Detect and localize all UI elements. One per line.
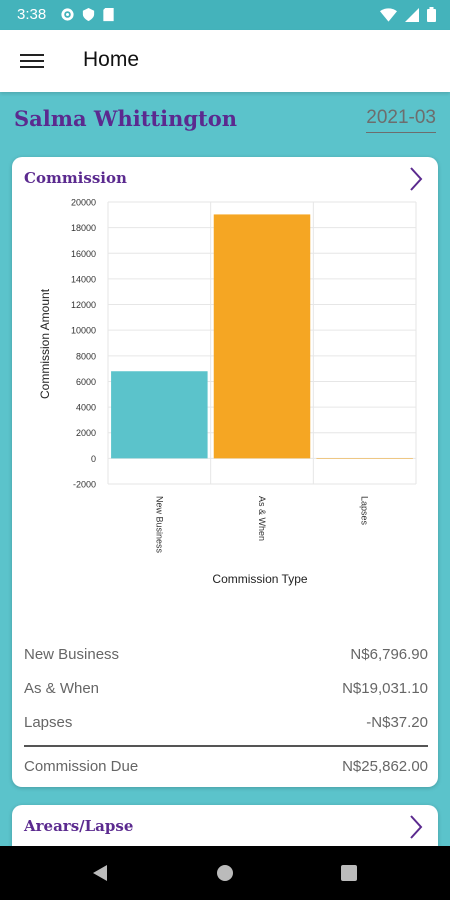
chart-y-tick-label: 8000	[76, 351, 96, 361]
chart-y-tick-label: 20000	[71, 198, 96, 208]
status-time: 3:38	[17, 6, 47, 23]
back-icon[interactable]	[92, 864, 108, 882]
summary-value: N$6,796.90	[350, 645, 428, 663]
settings-icon	[61, 8, 74, 21]
recents-icon[interactable]	[341, 865, 357, 881]
chart-x-tick-label: Lapses	[360, 496, 370, 526]
chart-y-tick-label: 18000	[71, 223, 96, 233]
chart-y-tick-label: 4000	[76, 403, 96, 413]
user-name: Salma Whittington	[14, 106, 238, 131]
home-icon[interactable]	[216, 864, 234, 882]
chart-bar	[213, 214, 311, 459]
chart-y-tick-label: 14000	[71, 274, 96, 284]
period-selector[interactable]: 2021-03	[366, 107, 436, 133]
wifi-icon	[380, 7, 397, 22]
chevron-right-icon[interactable]	[408, 166, 424, 192]
chart-y-tick-label: 0	[91, 454, 96, 464]
status-bar: 3:38	[0, 0, 450, 30]
commission-card: Commission 20000 18000 16000 14000 12000 1000…	[12, 157, 438, 787]
app-bar: Home	[0, 30, 450, 92]
chart-y-tick-label: 6000	[76, 377, 96, 387]
chart-y-tick-label: 10000	[71, 326, 96, 336]
summary-row-as-when: As & When N$19,031.10	[24, 671, 428, 705]
signal-icon	[405, 7, 419, 22]
system-nav-bar	[0, 846, 450, 900]
chart-y-tick-label: 2000	[76, 428, 96, 438]
total-value: N$25,862.00	[342, 757, 428, 775]
shield-icon	[82, 7, 95, 22]
page-title: Home	[83, 48, 140, 71]
arrears-card-title: Arears/Lapse	[24, 817, 134, 835]
commission-summary: New Business N$6,796.90 As & When N$19,0…	[24, 637, 428, 785]
battery-icon	[427, 7, 436, 22]
summary-row-total: Commission Due N$25,862.00	[24, 745, 428, 785]
chart-y-axis-label: Commission Amount	[38, 288, 52, 399]
chevron-right-icon[interactable]	[408, 814, 424, 840]
chart-x-tick-label: As & When	[257, 496, 267, 541]
summary-value: N$19,031.10	[342, 679, 428, 697]
chart-bar	[316, 458, 413, 459]
chart-y-tick-label: 16000	[71, 249, 96, 259]
chart-y-tick-label: 12000	[71, 300, 96, 310]
chart-bar	[111, 371, 208, 459]
summary-label: As & When	[24, 679, 100, 697]
summary-value: -N$37.20	[366, 713, 428, 731]
sd-card-icon	[103, 7, 114, 22]
chart-x-axis-label: Commission Type	[212, 572, 307, 586]
chart-x-tick-label: New Business	[154, 496, 164, 554]
summary-label: Lapses	[24, 713, 73, 731]
menu-icon[interactable]	[20, 50, 44, 72]
summary-row-lapses: Lapses -N$37.20	[24, 705, 428, 739]
commission-card-title: Commission	[24, 169, 127, 187]
total-label: Commission Due	[24, 757, 139, 775]
summary-row-new-business: New Business N$6,796.90	[24, 637, 428, 671]
chart-y-tick-label: -2000	[73, 480, 96, 490]
commission-chart: 2000018000160001400012000100008000600040…	[38, 198, 417, 586]
summary-label: New Business	[24, 645, 120, 663]
